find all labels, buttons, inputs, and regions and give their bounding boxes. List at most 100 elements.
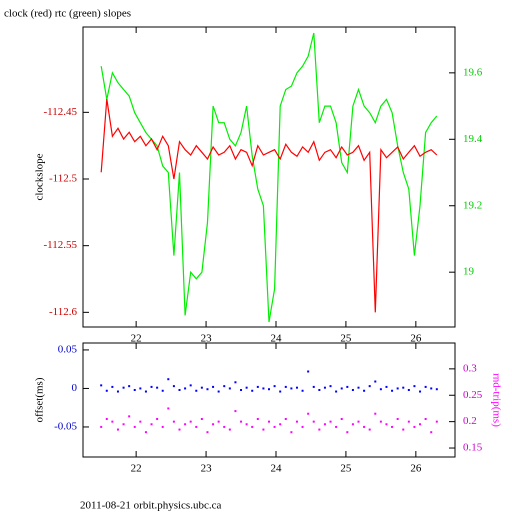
y-tick-label: -112.45 bbox=[43, 106, 77, 118]
scatter-point bbox=[200, 386, 203, 389]
scatter-point bbox=[351, 423, 354, 426]
scatter-point bbox=[290, 431, 293, 434]
scatter-point bbox=[402, 386, 405, 389]
scatter-point bbox=[144, 390, 147, 393]
scatter-point bbox=[284, 385, 287, 388]
scatter-point bbox=[251, 425, 254, 428]
scatter-point bbox=[368, 385, 371, 388]
scatter-point bbox=[228, 387, 231, 390]
scatter-point bbox=[351, 388, 354, 391]
scatter-point bbox=[368, 428, 371, 431]
series-line bbox=[100, 98, 438, 313]
scatter-point bbox=[307, 412, 310, 415]
footer: 2011-08-21 orbit.physics.ubc.ca bbox=[80, 500, 221, 512]
x-tick-label: 24 bbox=[270, 463, 282, 475]
y-tick-label: -0.05 bbox=[54, 420, 77, 432]
scatter-point bbox=[374, 380, 377, 383]
scatter-point bbox=[245, 423, 248, 426]
scatter-point bbox=[167, 378, 170, 381]
scatter-point bbox=[307, 370, 310, 373]
scatter-point bbox=[172, 420, 175, 423]
scatter-point bbox=[301, 425, 304, 428]
x-tick-label: 23 bbox=[201, 333, 213, 345]
y2-tick-label: 19.2 bbox=[463, 199, 482, 211]
scatter-point bbox=[122, 386, 125, 389]
scatter-point bbox=[379, 388, 382, 391]
x-tick-label: 22 bbox=[131, 463, 142, 475]
y-tick-label: -112.55 bbox=[43, 239, 77, 251]
scatter-point bbox=[262, 428, 265, 431]
scatter-point bbox=[402, 428, 405, 431]
scatter-point bbox=[290, 387, 293, 390]
scatter-point bbox=[139, 420, 142, 423]
scatter-point bbox=[335, 390, 338, 393]
scatter-point bbox=[195, 425, 198, 428]
scatter-point bbox=[206, 431, 209, 434]
x-tick-label: 26 bbox=[410, 463, 422, 475]
y2-axis-label: rnd-trip(ms) bbox=[490, 373, 502, 427]
scatter-point bbox=[195, 389, 198, 392]
scatter-point bbox=[122, 423, 125, 426]
scatter-point bbox=[161, 425, 164, 428]
scatter-point bbox=[245, 386, 248, 389]
scatter-point bbox=[133, 425, 136, 428]
scatter-point bbox=[150, 385, 153, 388]
scatter-point bbox=[379, 420, 382, 423]
scatter-point bbox=[424, 385, 427, 388]
scatter-point bbox=[279, 390, 282, 393]
scatter-point bbox=[407, 420, 410, 423]
plot-frame bbox=[82, 342, 456, 458]
scatter-point bbox=[223, 425, 226, 428]
y2-tick-label: 0.3 bbox=[463, 362, 477, 374]
scatter-point bbox=[323, 423, 326, 426]
scatter-point bbox=[217, 420, 220, 423]
scatter-point bbox=[128, 415, 131, 418]
y2-tick-label: 19.6 bbox=[463, 66, 483, 78]
scatter-point bbox=[419, 423, 422, 426]
scatter-point bbox=[111, 385, 114, 388]
scatter-point bbox=[329, 420, 332, 423]
scatter-point bbox=[161, 389, 164, 392]
y-tick-label: -112.5 bbox=[49, 173, 78, 185]
scatter-point bbox=[435, 388, 438, 391]
scatter-point bbox=[413, 425, 416, 428]
scatter-point bbox=[268, 388, 270, 391]
scatter-point bbox=[128, 385, 131, 388]
scatter-point bbox=[262, 387, 265, 390]
scatter-point bbox=[100, 425, 103, 428]
scatter-point bbox=[251, 389, 254, 392]
scatter-point bbox=[144, 431, 147, 434]
y-tick-label: 0.05 bbox=[58, 343, 78, 355]
scatter-point bbox=[279, 423, 282, 426]
scatter-point bbox=[363, 389, 366, 392]
scatter-point bbox=[295, 420, 298, 423]
x-tick-label: 26 bbox=[410, 333, 422, 345]
scatter-point bbox=[407, 388, 410, 391]
scatter-point bbox=[413, 385, 416, 388]
scatter-point bbox=[212, 423, 215, 426]
y-axis-label: clockslope bbox=[34, 153, 46, 200]
y2-tick-label: 0.2 bbox=[463, 415, 477, 427]
scatter-point bbox=[329, 385, 332, 388]
scatter-point bbox=[430, 387, 433, 390]
scatter-point bbox=[206, 388, 209, 391]
x-tick-label: 25 bbox=[340, 463, 352, 475]
scatter-point bbox=[435, 420, 438, 423]
x-tick-label: 22 bbox=[131, 333, 142, 345]
scatter-point bbox=[396, 418, 399, 420]
scatter-point bbox=[234, 410, 237, 413]
y2-tick-label: 0.25 bbox=[463, 389, 483, 401]
scatter-point bbox=[273, 385, 276, 388]
scatter-point bbox=[184, 423, 187, 426]
scatter-point bbox=[335, 425, 338, 428]
x-tick-label: 24 bbox=[270, 333, 282, 345]
scatter-point bbox=[150, 423, 153, 426]
chart-title: clock (red) rtc (green) slopes bbox=[4, 8, 131, 20]
scatter-point bbox=[240, 420, 243, 423]
scatter-point bbox=[430, 431, 433, 434]
y2-tick-label: 0.15 bbox=[463, 442, 483, 454]
scatter-point bbox=[156, 386, 159, 389]
scatter-point bbox=[318, 428, 321, 431]
scatter-point bbox=[212, 385, 215, 388]
scatter-point bbox=[133, 388, 136, 391]
